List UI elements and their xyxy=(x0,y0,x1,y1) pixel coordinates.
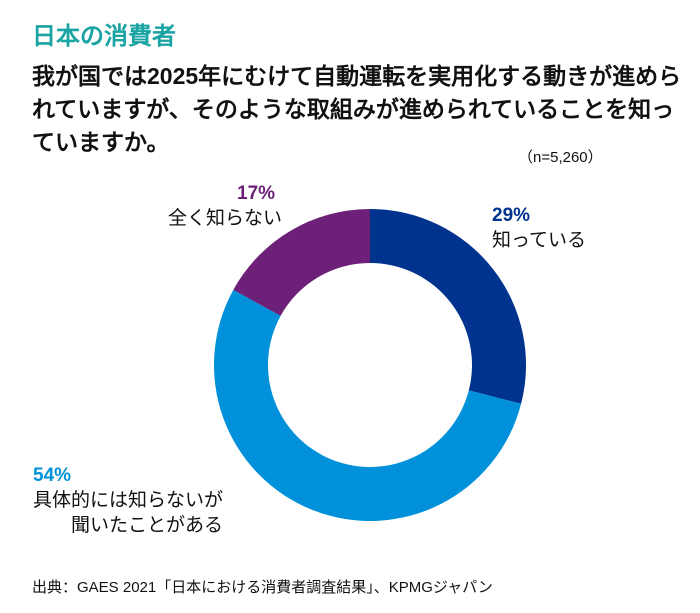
sample-size: （n=5,260） xyxy=(518,149,603,166)
slice-heard xyxy=(214,289,522,521)
slice-label-heard: 54% 具体的には知らないが 聞いたことがある xyxy=(33,463,223,538)
slice-value-heard: 54% xyxy=(33,465,72,486)
slice-value-aware: 29% xyxy=(492,205,531,226)
slice-name-unaware: 全く知らない xyxy=(167,208,282,229)
section-title: 日本の消費者 xyxy=(32,23,176,50)
slice-aware xyxy=(370,209,526,404)
slice-label-unaware: 17% 全く知らない xyxy=(152,181,282,231)
slice-value-unaware: 17% xyxy=(237,183,276,204)
slice-name-heard-line2: 聞いたことがある xyxy=(71,515,224,536)
slice-name-heard-line1: 具体的には知らないが xyxy=(33,490,224,511)
slice-unaware xyxy=(233,209,370,316)
question-text: 我が国では2025年にむけて自動運転を実用化する動きが進められていますが、そのよ… xyxy=(32,63,682,155)
source-note: 出典：GAES 2021「日本における消費者調査結果」、KPMGジャパン xyxy=(32,579,493,596)
slice-label-aware: 29% 知っている xyxy=(492,203,586,253)
slice-name-aware: 知っている xyxy=(492,230,587,251)
